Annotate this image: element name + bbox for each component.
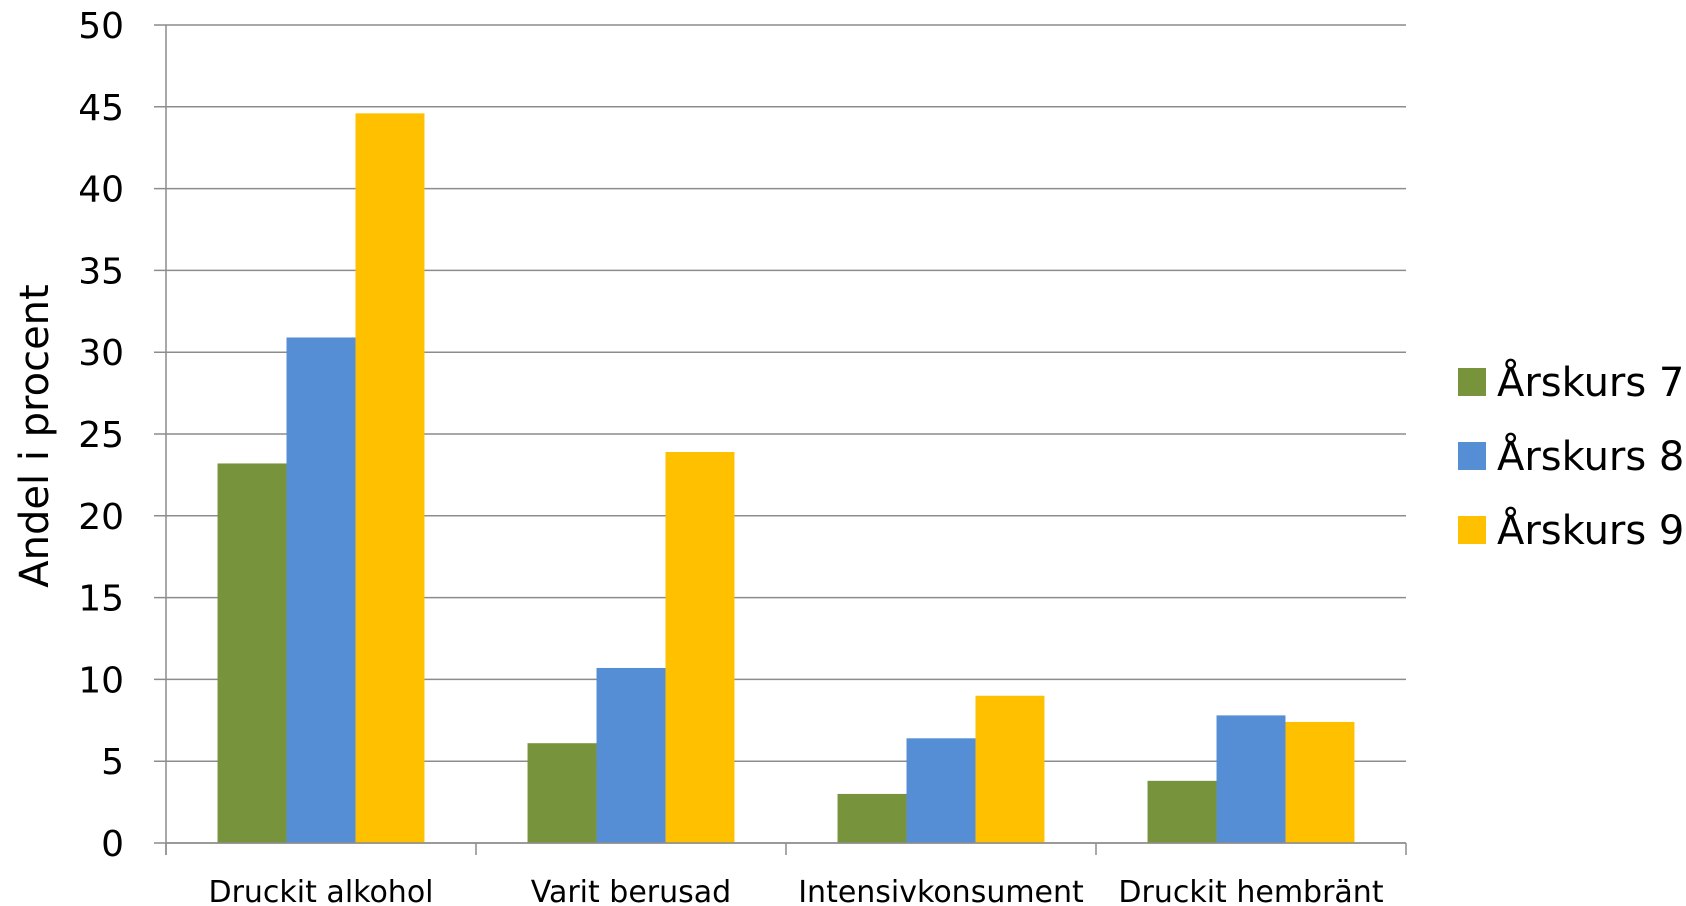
legend-label: Årskurs 8: [1497, 432, 1684, 480]
bar: [217, 463, 287, 843]
x-tick-label: Druckit alkohol: [208, 875, 433, 906]
bar: [1285, 721, 1355, 843]
y-tick-label: 50: [78, 6, 124, 47]
legend: Årskurs 7 Årskurs 8 Årskurs 9: [1458, 358, 1684, 554]
bar: [355, 113, 425, 844]
legend-swatch: [1458, 368, 1486, 396]
bar: [596, 667, 666, 843]
y-tick-label: 40: [78, 170, 124, 211]
x-tick-label: Druckit hembränt: [1118, 875, 1383, 906]
legend-label: Årskurs 9: [1497, 506, 1684, 554]
y-tick-label: 0: [101, 824, 124, 865]
x-axis: Druckit alkohol Varit berusad Intensivkons…: [165, 842, 1407, 906]
y-tick-label: 35: [78, 251, 124, 292]
y-tick-label: 30: [78, 333, 124, 374]
y-tick-label: 20: [78, 497, 124, 538]
y-axis-title: Andel i procent: [12, 284, 58, 587]
x-tick-label: Varit berusad: [531, 875, 731, 906]
bar: [1147, 780, 1217, 843]
legend-swatch: [1458, 442, 1486, 470]
bar: [665, 451, 735, 843]
bar: [1216, 715, 1286, 843]
y-tick-label: 15: [78, 579, 124, 620]
y-axis-ticks: 0 5 10 15 20 25 30 35 40 45 50: [78, 6, 167, 865]
legend-swatch: [1458, 516, 1486, 544]
y-tick-label: 5: [101, 742, 124, 783]
bars: [217, 113, 1355, 844]
y-tick-label: 10: [78, 660, 124, 701]
legend-label: Årskurs 7: [1497, 358, 1684, 406]
bar: [837, 793, 907, 843]
y-tick-label: 25: [78, 415, 124, 456]
bar: [975, 695, 1045, 843]
bar: [527, 743, 597, 843]
y-tick-label: 45: [78, 88, 124, 129]
bar: [286, 337, 356, 843]
bar: [906, 738, 976, 843]
x-tick-label: Intensivkonsument: [798, 875, 1084, 906]
